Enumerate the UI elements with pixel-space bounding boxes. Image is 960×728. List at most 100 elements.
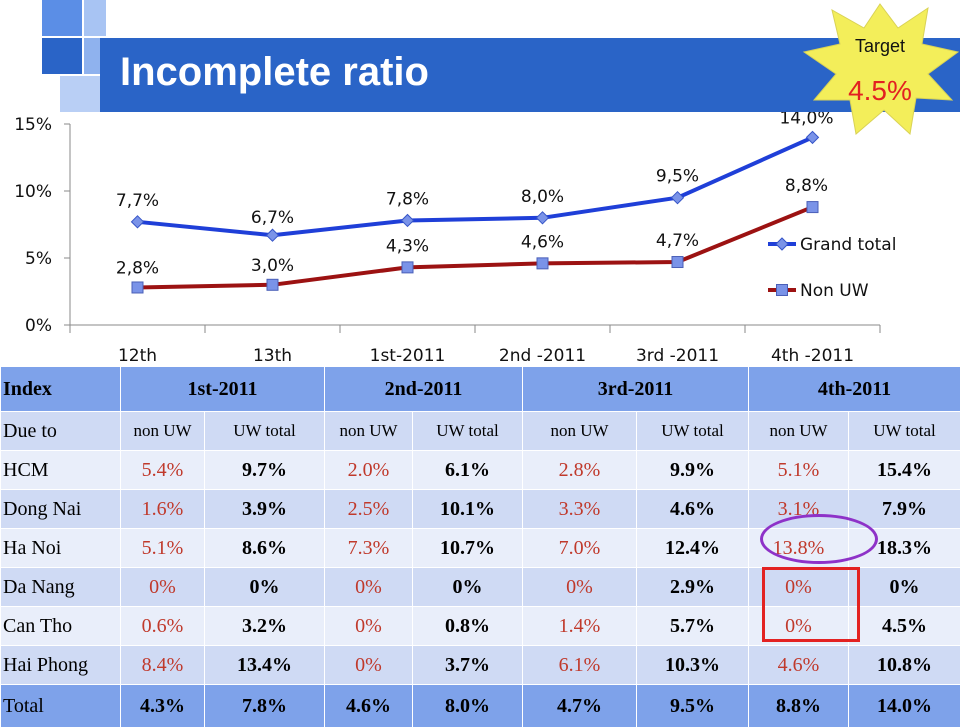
table-cell: 0.6% <box>121 607 205 646</box>
total-cell: 7.8% <box>205 685 325 728</box>
total-cell: 8.8% <box>749 685 849 728</box>
row-name: Ha Noi <box>1 529 121 568</box>
table-cell: 4.5% <box>849 607 960 646</box>
table-cell: 2.5% <box>325 490 413 529</box>
table-row: Da Nang 0% 0% 0% 0% 0% 2.9% 0% 0% <box>1 568 960 607</box>
table-cell: 3.2% <box>205 607 325 646</box>
table-cell: 2.9% <box>637 568 749 607</box>
table-cell: 15.4% <box>849 451 960 490</box>
data-label: 4,3% <box>386 236 429 256</box>
total-cell: 4.7% <box>523 685 637 728</box>
subheader-cell: UW total <box>205 412 325 451</box>
subheader-cell: non UW <box>325 412 413 451</box>
target-value: 4.5% <box>848 75 912 106</box>
data-point <box>132 282 143 293</box>
row-name: HCM <box>1 451 121 490</box>
total-cell: 14.0% <box>849 685 960 728</box>
table-cell: 8.4% <box>121 646 205 685</box>
table-cell: 7.3% <box>325 529 413 568</box>
data-point <box>672 192 684 204</box>
legend-entry: Non UW <box>800 281 869 301</box>
quarter-header: 1st-2011 <box>121 367 325 412</box>
y-tick-label: 15% <box>14 115 52 135</box>
decor-square-4 <box>84 38 100 74</box>
table-total-row: Total 4.3% 7.8% 4.6% 8.0% 4.7% 9.5% 8.8%… <box>1 685 960 728</box>
table-cell: 0.8% <box>413 607 523 646</box>
table-row: Hai Phong 8.4% 13.4% 0% 3.7% 6.1% 10.3% … <box>1 646 960 685</box>
total-cell: 8.0% <box>413 685 523 728</box>
data-label: 8,0% <box>521 187 564 207</box>
data-label: 4,7% <box>656 231 699 251</box>
legend-marker <box>776 238 788 250</box>
table-cell: 4.6% <box>637 490 749 529</box>
table-cell: 2.8% <box>523 451 637 490</box>
index-header: Index <box>1 367 121 412</box>
table-cell: 5.4% <box>121 451 205 490</box>
table-cell: 1.4% <box>523 607 637 646</box>
table-cell: 18.3% <box>849 529 960 568</box>
data-point <box>402 214 414 226</box>
data-point <box>672 257 683 268</box>
subheader-cell: non UW <box>749 412 849 451</box>
subheader-cell: UW total <box>413 412 523 451</box>
table-cell: 0% <box>205 568 325 607</box>
table-row: Dong Nai 1.6% 3.9% 2.5% 10.1% 3.3% 4.6% … <box>1 490 960 529</box>
total-cell: 4.6% <box>325 685 413 728</box>
row-name: Hai Phong <box>1 646 121 685</box>
x-tick-label: 12th <box>118 346 157 366</box>
due-to-header: Due to <box>1 412 121 451</box>
subheader-cell: non UW <box>121 412 205 451</box>
table-cell: 2.0% <box>325 451 413 490</box>
table-cell: 9.9% <box>637 451 749 490</box>
row-name: Total <box>1 685 121 728</box>
table-cell: 13.8% <box>749 529 849 568</box>
table-cell: 13.4% <box>205 646 325 685</box>
x-tick-label: 2nd -2011 <box>499 346 586 366</box>
table-cell: 6.1% <box>523 646 637 685</box>
subheader-cell: UW total <box>849 412 960 451</box>
table-cell: 0% <box>749 607 849 646</box>
data-point <box>267 229 279 241</box>
incomplete-ratio-table: Index 1st-2011 2nd-2011 3rd-2011 4th-201… <box>0 366 960 728</box>
subheader-cell: UW total <box>637 412 749 451</box>
table-cell: 5.7% <box>637 607 749 646</box>
data-point <box>402 262 413 273</box>
table-cell: 3.3% <box>523 490 637 529</box>
table-cell: 3.1% <box>749 490 849 529</box>
quarter-header: 4th-2011 <box>749 367 960 412</box>
total-cell: 9.5% <box>637 685 749 728</box>
table-cell: 7.9% <box>849 490 960 529</box>
table-cell: 5.1% <box>121 529 205 568</box>
table-cell: 0% <box>523 568 637 607</box>
table-cell: 10.3% <box>637 646 749 685</box>
total-cell: 4.3% <box>121 685 205 728</box>
table-cell: 0% <box>325 646 413 685</box>
decor-square-1 <box>42 0 82 36</box>
quarter-header: 3rd-2011 <box>523 367 749 412</box>
x-tick-label: 13th <box>253 346 292 366</box>
table-cell: 3.9% <box>205 490 325 529</box>
x-tick-label: 3rd -2011 <box>636 346 719 366</box>
data-label: 7,8% <box>386 189 429 209</box>
data-label: 4,6% <box>521 232 564 252</box>
row-name: Can Tho <box>1 607 121 646</box>
table-cell: 0% <box>325 568 413 607</box>
table-cell: 3.7% <box>413 646 523 685</box>
table-cell: 9.7% <box>205 451 325 490</box>
x-tick-label: 1st-2011 <box>370 346 446 366</box>
decor-square-5 <box>60 76 100 112</box>
decor-square-2 <box>84 0 106 36</box>
data-label: 2,8% <box>116 258 159 278</box>
table-cell: 6.1% <box>413 451 523 490</box>
y-tick-label: 0% <box>25 316 52 336</box>
table-cell: 0% <box>325 607 413 646</box>
table-cell: 0% <box>849 568 960 607</box>
legend-marker <box>777 285 788 296</box>
page-title: Incomplete ratio <box>120 50 429 95</box>
x-tick-label: 4th -2011 <box>771 346 854 366</box>
table-cell: 10.1% <box>413 490 523 529</box>
data-label: 6,7% <box>251 208 294 228</box>
decor-square-3 <box>42 38 82 74</box>
table-cell: 0% <box>121 568 205 607</box>
